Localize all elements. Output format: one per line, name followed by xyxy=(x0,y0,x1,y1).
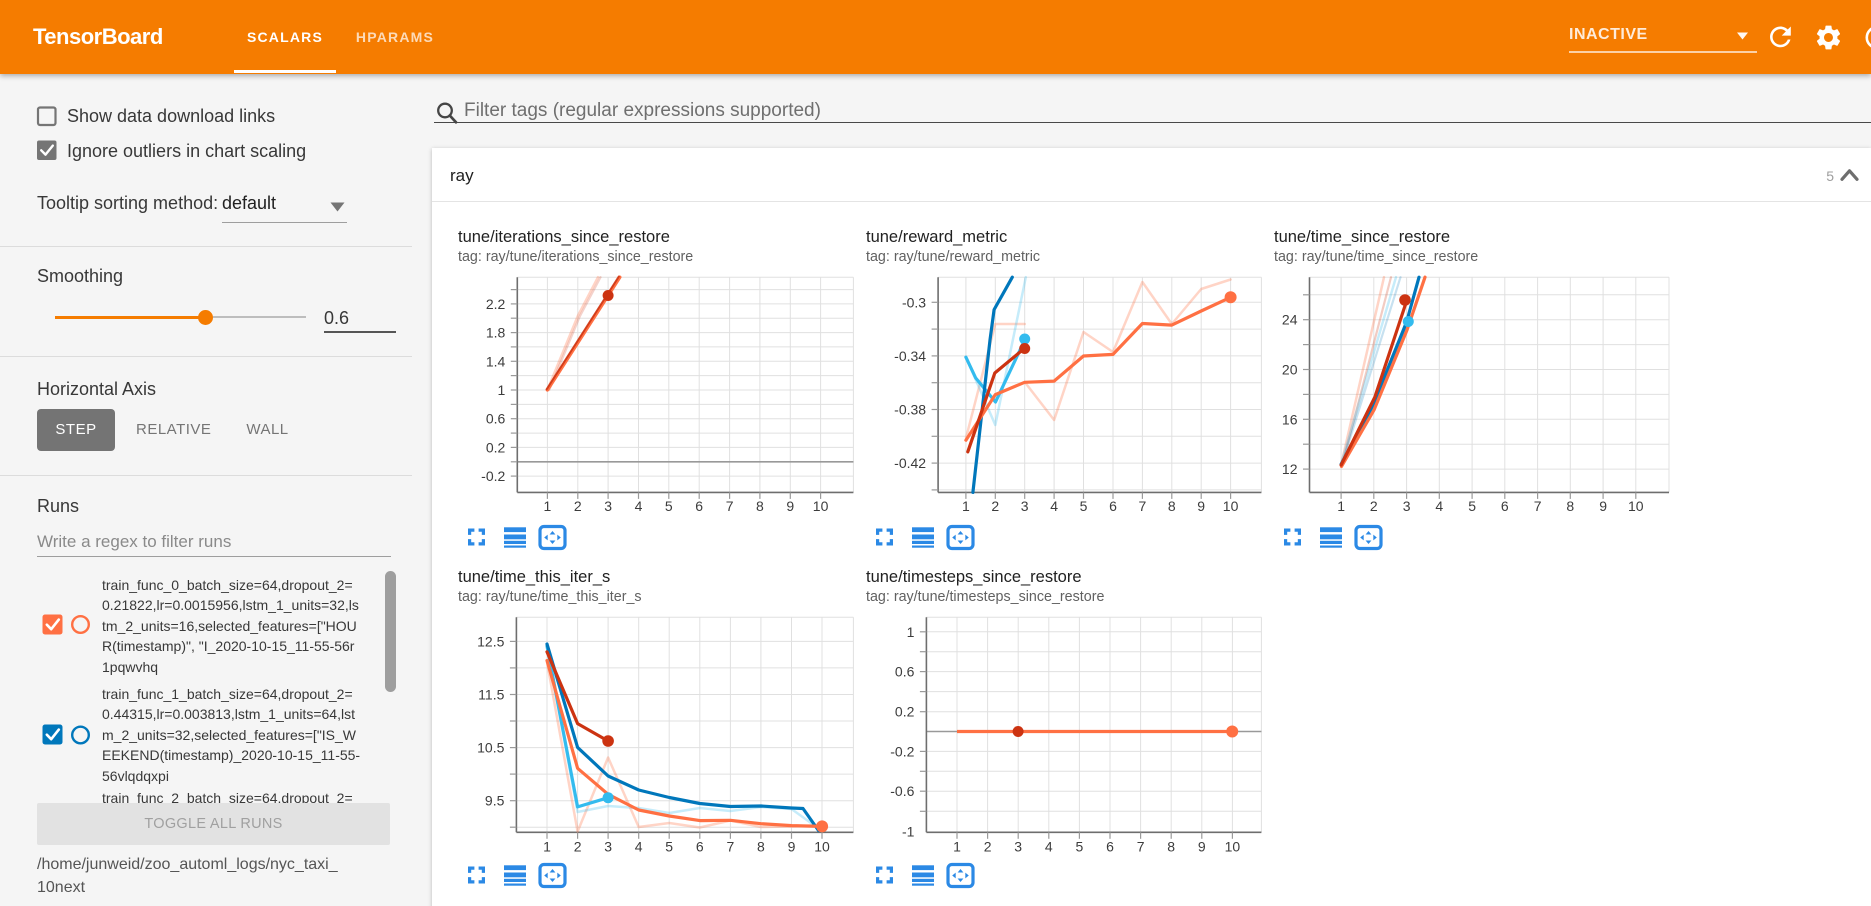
svg-text:-0.2: -0.2 xyxy=(890,743,914,759)
svg-text:2: 2 xyxy=(984,839,992,855)
svg-text:9: 9 xyxy=(1197,498,1205,514)
svg-text:-0.3: -0.3 xyxy=(902,294,926,310)
svg-text:-1: -1 xyxy=(902,823,915,839)
svg-text:7: 7 xyxy=(727,839,735,855)
svg-text:3: 3 xyxy=(604,839,612,855)
svg-text:4: 4 xyxy=(635,498,643,514)
svg-text:0.6: 0.6 xyxy=(895,664,915,680)
svg-text:1: 1 xyxy=(498,382,506,398)
svg-text:2: 2 xyxy=(574,498,582,514)
svg-text:1: 1 xyxy=(907,624,915,640)
svg-text:-0.34: -0.34 xyxy=(894,348,926,364)
svg-text:3: 3 xyxy=(1403,498,1411,514)
svg-text:10: 10 xyxy=(813,498,829,514)
svg-text:5: 5 xyxy=(1076,839,1084,855)
svg-text:20: 20 xyxy=(1282,362,1298,378)
svg-text:10: 10 xyxy=(1628,498,1644,514)
svg-text:7: 7 xyxy=(726,498,734,514)
svg-text:11.5: 11.5 xyxy=(478,687,504,703)
svg-text:6: 6 xyxy=(1501,498,1509,514)
svg-text:1: 1 xyxy=(543,839,551,855)
svg-text:-0.42: -0.42 xyxy=(894,455,926,471)
svg-text:1.4: 1.4 xyxy=(486,353,506,369)
svg-text:4: 4 xyxy=(635,839,643,855)
svg-text:9: 9 xyxy=(1198,839,1206,855)
svg-text:9.5: 9.5 xyxy=(485,793,505,809)
svg-text:6: 6 xyxy=(1109,498,1117,514)
svg-text:7: 7 xyxy=(1137,839,1145,855)
svg-text:10: 10 xyxy=(1225,839,1241,855)
svg-text:1: 1 xyxy=(953,839,961,855)
svg-text:6: 6 xyxy=(1106,839,1114,855)
svg-text:3: 3 xyxy=(1021,498,1029,514)
svg-text:5: 5 xyxy=(1468,498,1476,514)
svg-text:8: 8 xyxy=(757,839,765,855)
svg-text:24: 24 xyxy=(1282,312,1298,328)
svg-text:4: 4 xyxy=(1045,839,1053,855)
svg-text:-0.2: -0.2 xyxy=(481,468,505,484)
svg-text:3: 3 xyxy=(604,498,612,514)
svg-text:6: 6 xyxy=(696,839,704,855)
svg-text:2: 2 xyxy=(1370,498,1378,514)
svg-text:9: 9 xyxy=(1599,498,1607,514)
svg-text:7: 7 xyxy=(1139,498,1147,514)
svg-text:8: 8 xyxy=(1167,839,1175,855)
svg-text:12: 12 xyxy=(1282,461,1298,477)
svg-text:2: 2 xyxy=(991,498,999,514)
svg-text:1.8: 1.8 xyxy=(486,325,506,341)
svg-text:9: 9 xyxy=(788,839,796,855)
svg-text:10.5: 10.5 xyxy=(477,740,504,756)
svg-text:3: 3 xyxy=(1014,839,1022,855)
svg-text:0.2: 0.2 xyxy=(486,439,506,455)
svg-text:6: 6 xyxy=(695,498,703,514)
svg-text:8: 8 xyxy=(756,498,764,514)
svg-text:0.2: 0.2 xyxy=(895,704,915,720)
svg-text:5: 5 xyxy=(665,498,673,514)
svg-text:0.6: 0.6 xyxy=(486,411,506,427)
svg-text:9: 9 xyxy=(786,498,794,514)
svg-text:-0.6: -0.6 xyxy=(890,783,914,799)
svg-text:5: 5 xyxy=(665,839,673,855)
svg-text:1: 1 xyxy=(544,498,552,514)
svg-text:10: 10 xyxy=(1223,498,1239,514)
svg-text:2: 2 xyxy=(574,839,582,855)
svg-text:7: 7 xyxy=(1534,498,1542,514)
svg-text:4: 4 xyxy=(1435,498,1443,514)
svg-text:16: 16 xyxy=(1282,411,1298,427)
svg-text:10: 10 xyxy=(814,839,830,855)
svg-text:5: 5 xyxy=(1080,498,1088,514)
svg-text:4: 4 xyxy=(1050,498,1058,514)
svg-text:8: 8 xyxy=(1168,498,1176,514)
svg-text:8: 8 xyxy=(1566,498,1574,514)
svg-text:-0.38: -0.38 xyxy=(894,402,926,418)
svg-text:2.2: 2.2 xyxy=(486,296,506,312)
svg-text:1: 1 xyxy=(962,498,970,514)
svg-text:1: 1 xyxy=(1337,498,1345,514)
svg-text:12.5: 12.5 xyxy=(477,633,504,649)
